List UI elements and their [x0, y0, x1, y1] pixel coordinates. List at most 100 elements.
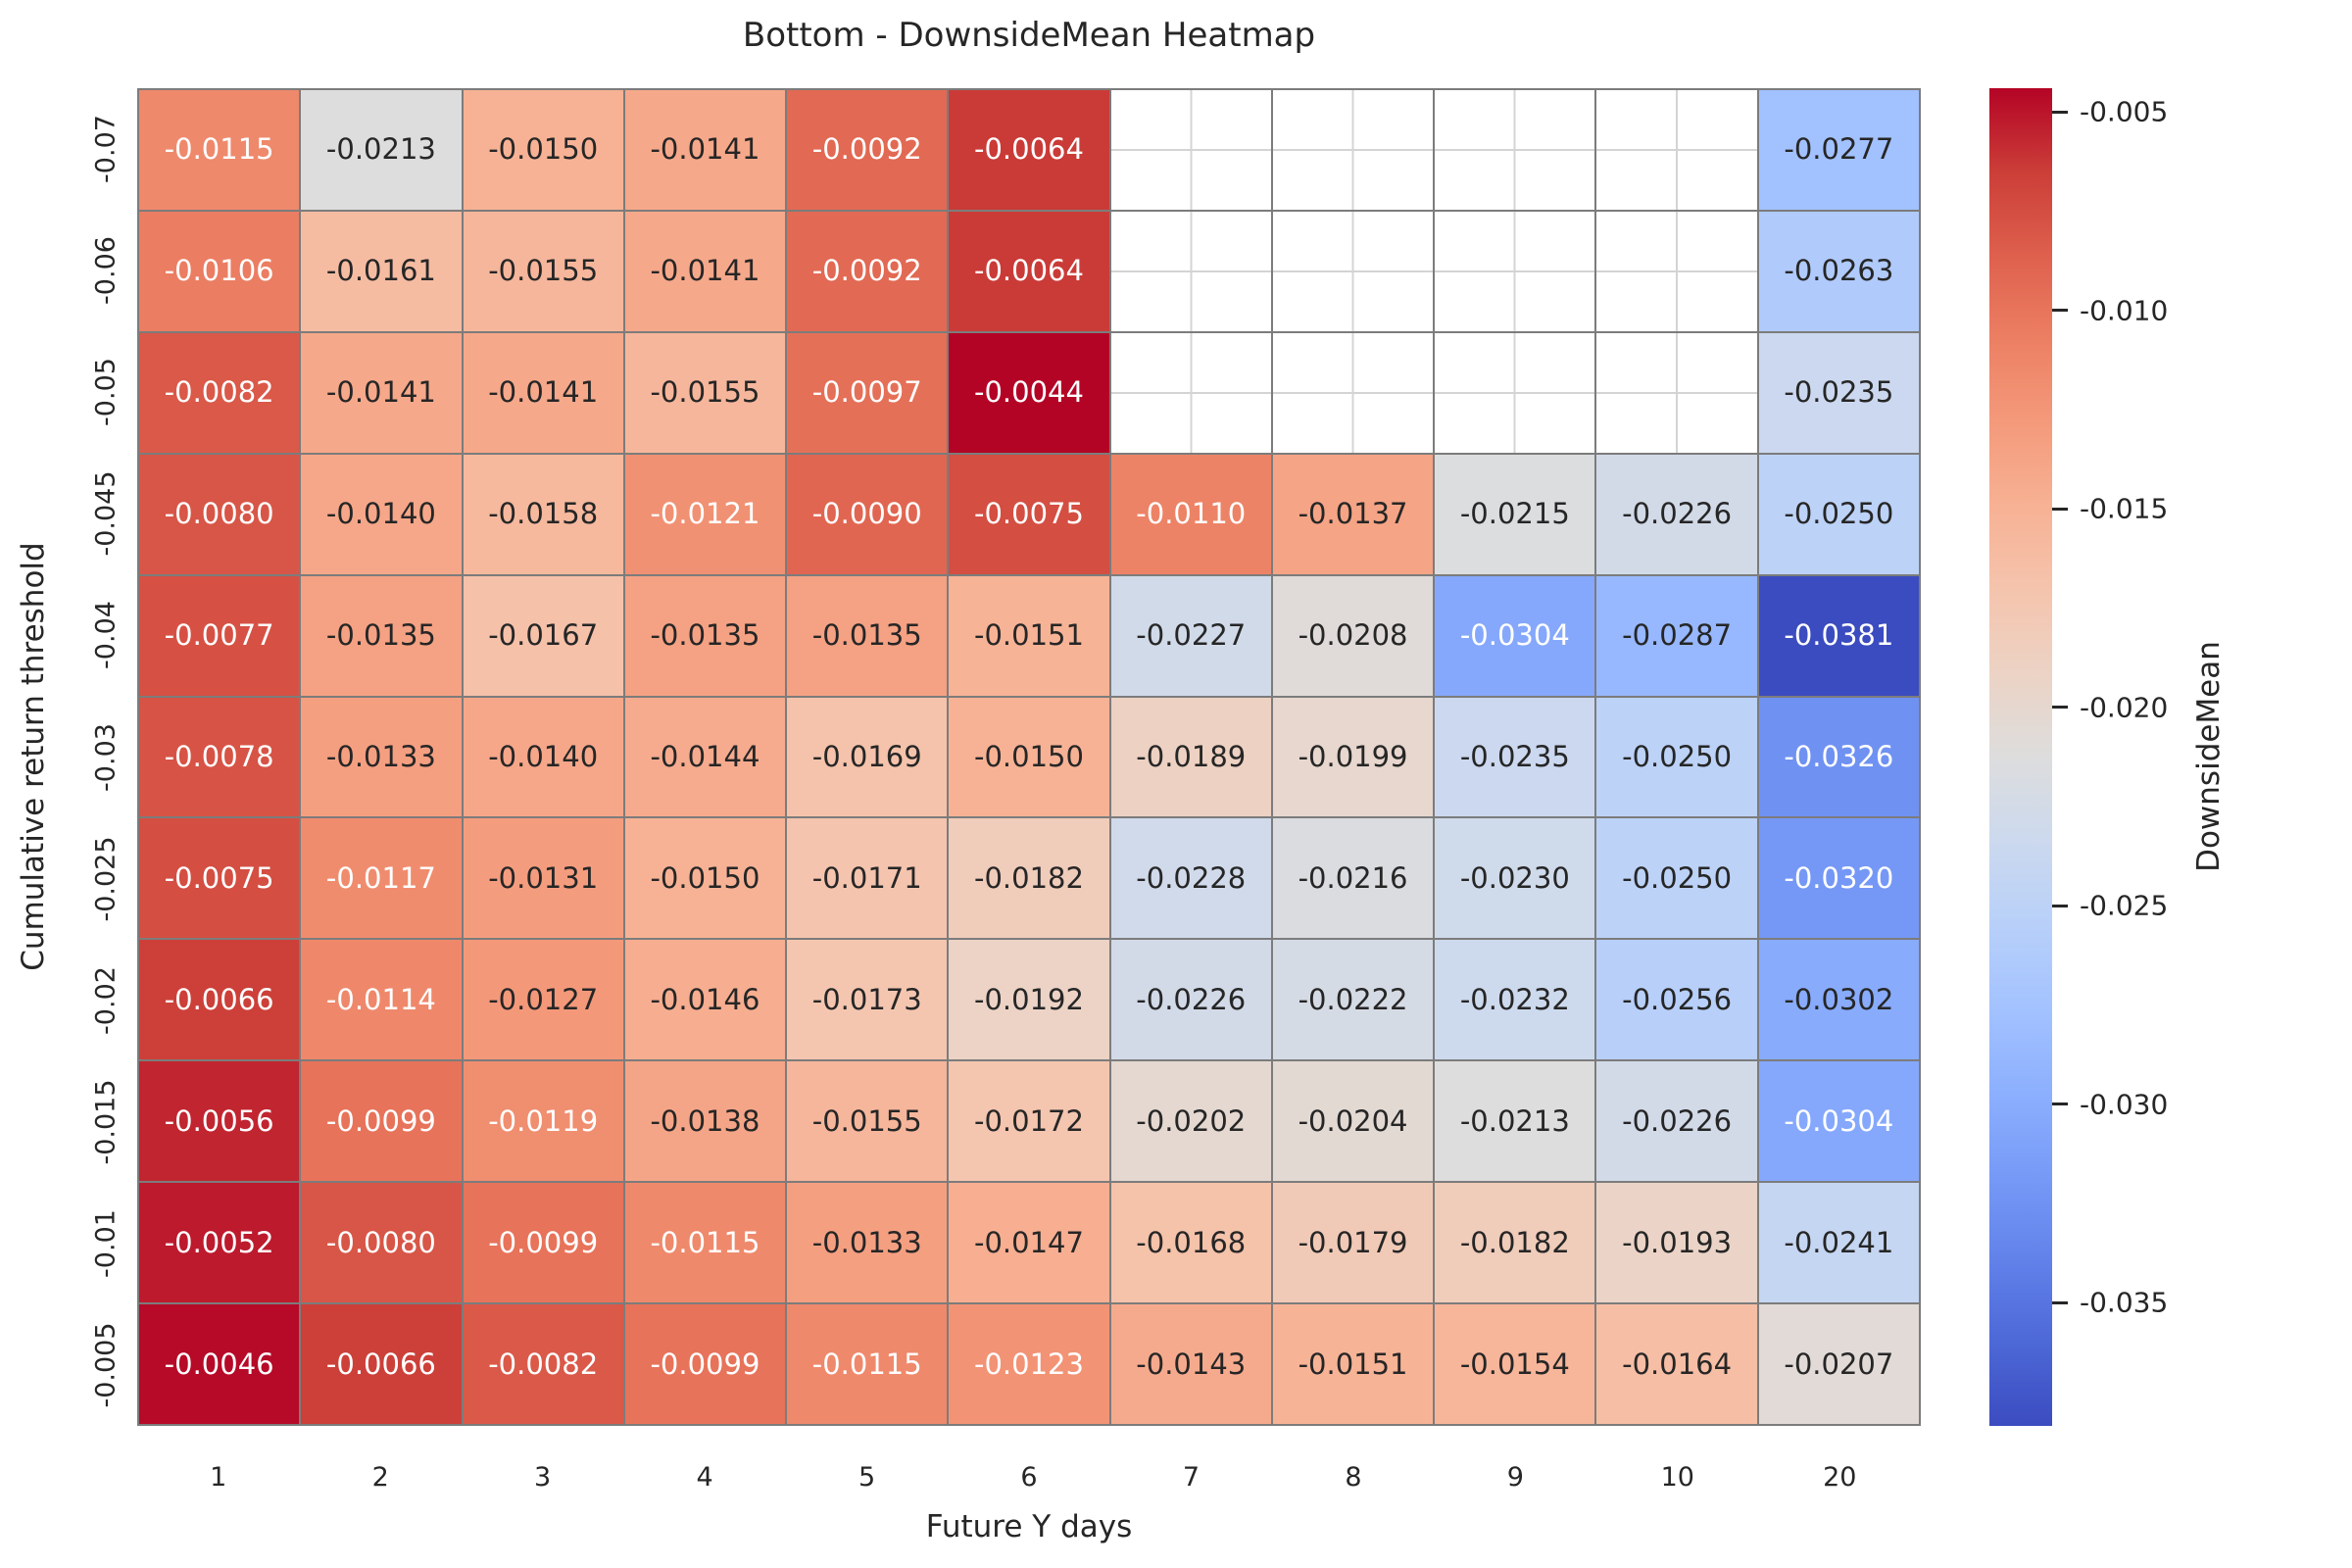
cell-value: -0.0158 [488, 497, 599, 531]
heatmap-cell: -0.0208 [1272, 575, 1434, 696]
x-tick-label: 4 [696, 1462, 713, 1493]
heatmap-cell: -0.0138 [624, 1061, 786, 1182]
heatmap-cell: -0.0226 [1596, 1061, 1757, 1182]
cell-value: -0.0204 [1298, 1103, 1408, 1138]
colorbar-tick-mark [2052, 706, 2068, 710]
cell-value: -0.0182 [974, 860, 1084, 895]
heatmap-cell: -0.0144 [624, 697, 786, 817]
heatmap-cell: -0.0227 [1110, 575, 1271, 696]
heatmap-cell: -0.0277 [1758, 90, 1919, 210]
heatmap-cell: -0.0193 [1596, 1183, 1757, 1303]
x-tick-label: 2 [371, 1462, 389, 1493]
cell-value: -0.0137 [1298, 497, 1408, 531]
heatmap-cell: -0.0115 [624, 1183, 786, 1303]
cell-value: -0.0208 [1298, 618, 1408, 653]
heatmap-cell [1110, 90, 1271, 210]
cell-value: -0.0173 [811, 982, 922, 1016]
heatmap-cell: -0.0075 [139, 818, 300, 939]
heatmap-cell: -0.0141 [301, 332, 462, 453]
cell-value: -0.0140 [325, 497, 436, 531]
cell-value: -0.0078 [164, 739, 274, 773]
heatmap-cell: -0.0141 [624, 90, 786, 210]
heatmap-cell: -0.0150 [463, 90, 623, 210]
cell-value: -0.0226 [1622, 1103, 1733, 1138]
heatmap-cell: -0.0135 [301, 575, 462, 696]
cell-value: -0.0150 [974, 739, 1084, 773]
cell-value: -0.0052 [164, 1225, 274, 1259]
cell-value: -0.0046 [164, 1347, 274, 1381]
heatmap-cell: -0.0078 [139, 697, 300, 817]
cell-value: -0.0169 [811, 739, 922, 773]
cell-value: -0.0263 [1784, 254, 1894, 288]
cell-value: -0.0117 [325, 860, 436, 895]
x-axis-label: Future Y days [925, 1509, 1133, 1544]
heatmap-cell: -0.0204 [1272, 1061, 1434, 1182]
heatmap-cell: -0.0263 [1758, 211, 1919, 331]
cell-value: -0.0141 [325, 375, 436, 410]
cell-value: -0.0115 [811, 1347, 922, 1381]
cell-value: -0.0226 [1136, 982, 1247, 1016]
heatmap-cell: -0.0326 [1758, 697, 1919, 817]
x-tick-label: 5 [858, 1462, 876, 1493]
cell-value: -0.0075 [974, 497, 1084, 531]
heatmap-cell: -0.0192 [949, 940, 1109, 1060]
cell-value: -0.0141 [650, 132, 760, 167]
x-tick-label: 8 [1345, 1462, 1362, 1493]
x-tick-label: 1 [210, 1462, 227, 1493]
cell-value: -0.0155 [488, 254, 599, 288]
cell-value: -0.0133 [811, 1225, 922, 1259]
cell-value: -0.0213 [325, 132, 436, 167]
y-axis-label: Cumulative return threshold [16, 542, 51, 971]
heatmap-cell: -0.0115 [139, 90, 300, 210]
cell-value: -0.0080 [325, 1225, 436, 1259]
cell-value: -0.0216 [1298, 860, 1408, 895]
heatmap-cell: -0.0082 [463, 1304, 623, 1424]
heatmap-cell: -0.0121 [624, 454, 786, 574]
heatmap-cell: -0.0222 [1272, 940, 1434, 1060]
cell-value: -0.0147 [974, 1225, 1084, 1259]
heatmap-cell: -0.0046 [139, 1304, 300, 1424]
heatmap-cell: -0.0141 [624, 211, 786, 331]
cell-value: -0.0287 [1622, 618, 1733, 653]
y-tick-label: -0.025 [90, 836, 122, 922]
cell-value: -0.0226 [1622, 497, 1733, 531]
heatmap-cell: -0.0207 [1758, 1304, 1919, 1424]
cell-value: -0.0213 [1459, 1103, 1570, 1138]
heatmap-cell: -0.0216 [1272, 818, 1434, 939]
cell-value: -0.0227 [1136, 618, 1247, 653]
cell-value: -0.0080 [164, 497, 274, 531]
cell-value: -0.0066 [164, 982, 274, 1016]
heatmap-cell: -0.0155 [463, 211, 623, 331]
colorbar-tick-label: -0.010 [2080, 294, 2169, 327]
cell-value: -0.0127 [488, 982, 599, 1016]
cell-value: -0.0172 [974, 1103, 1084, 1138]
cell-value: -0.0090 [811, 497, 922, 531]
cell-value: -0.0151 [974, 618, 1084, 653]
heatmap-cell: -0.0235 [1758, 332, 1919, 453]
cell-value: -0.0155 [650, 375, 760, 410]
colorbar [1989, 88, 2052, 1426]
heatmap-cell: -0.0099 [463, 1183, 623, 1303]
y-tick-label: -0.045 [90, 470, 122, 557]
heatmap-cell: -0.0182 [949, 818, 1109, 939]
cell-value: -0.0146 [650, 982, 760, 1016]
heatmap-cell: -0.0250 [1596, 697, 1757, 817]
heatmap-cell: -0.0155 [624, 332, 786, 453]
heatmap-cell: -0.0140 [301, 454, 462, 574]
y-tick-label: -0.005 [90, 1322, 122, 1408]
colorbar-label: DownsideMean [2191, 641, 2227, 872]
heatmap-cell: -0.0320 [1758, 818, 1919, 939]
heatmap-cell: -0.0133 [787, 1183, 948, 1303]
cell-value: -0.0277 [1784, 132, 1894, 167]
cell-value: -0.0241 [1784, 1225, 1894, 1259]
cell-value: -0.0228 [1136, 860, 1247, 895]
heatmap-cell: -0.0146 [624, 940, 786, 1060]
y-tick-label: -0.07 [90, 115, 122, 183]
heatmap-cell [1110, 332, 1271, 453]
x-tick-label: 3 [534, 1462, 552, 1493]
cell-value: -0.0092 [811, 254, 922, 288]
heatmap-cell [1110, 211, 1271, 331]
cell-value: -0.0150 [650, 860, 760, 895]
heatmap-cell: -0.0092 [787, 90, 948, 210]
cell-value: -0.0075 [164, 860, 274, 895]
